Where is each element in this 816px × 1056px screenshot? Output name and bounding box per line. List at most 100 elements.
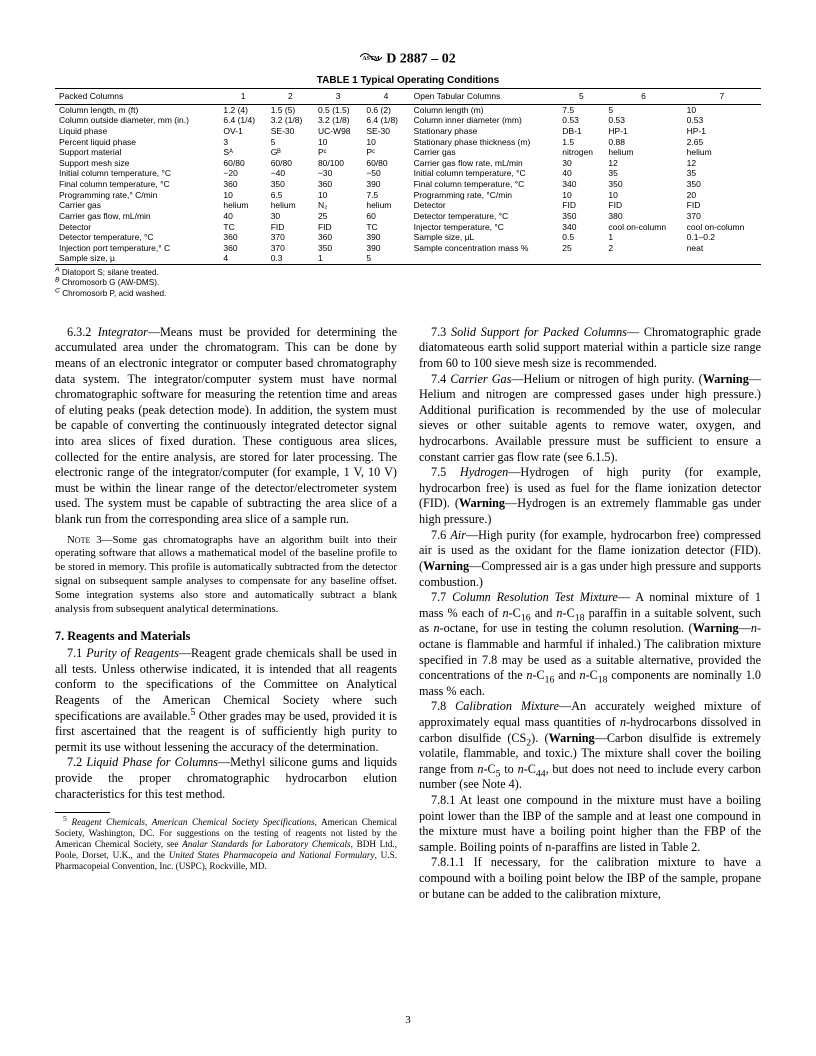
table-cell: FID <box>314 222 362 233</box>
table-row-label: Liquid phase <box>55 126 219 137</box>
page-number: 3 <box>0 1014 816 1026</box>
table-footnotes: A Diatoport S; silane treated. B Chromos… <box>55 268 761 299</box>
table-cell: 60/80 <box>267 158 314 169</box>
table-cell: 40 <box>219 211 266 222</box>
table-row-label: Detector <box>410 200 559 211</box>
table-cell: 390 <box>362 232 409 243</box>
table-cell: 10 <box>314 137 362 148</box>
table-cell: 350 <box>604 179 682 190</box>
col-4: 4 <box>362 89 409 105</box>
table-cell: 340 <box>558 222 604 233</box>
table-row-label: Sample size, µ <box>55 253 219 264</box>
table-cell: 6.4 (1/4) <box>219 115 266 126</box>
table-cell: 80/100 <box>314 158 362 169</box>
table-cell: 0.53 <box>558 115 604 126</box>
table-row-label: Column length (m) <box>410 104 559 115</box>
table-cell: 390 <box>362 179 409 190</box>
table-cell: 0.5 <box>558 232 604 243</box>
table-row-label: Support mesh size <box>55 158 219 169</box>
table-row-label: Support material <box>55 147 219 158</box>
table-cell: Pᶜ <box>362 147 409 158</box>
table-cell: 370 <box>683 211 761 222</box>
table-cell: 360 <box>314 179 362 190</box>
table-cell: 40 <box>558 168 604 179</box>
table-cell: 380 <box>604 211 682 222</box>
table-cell: OV-1 <box>219 126 266 137</box>
table-cell: 12 <box>683 158 761 169</box>
footnote-c: C Chromosorb P, acid washed. <box>55 289 761 299</box>
p-7-3: 7.3 Solid Support for Packed Columns— Ch… <box>419 325 761 372</box>
p-7-8-1: 7.8.1 At least one compound in the mixtu… <box>419 793 761 855</box>
table-cell: neat <box>683 243 761 254</box>
footnote-5: 5 Reagent Chemicals, American Chemical S… <box>55 817 397 872</box>
table-row-label: Detector temperature, °C <box>55 232 219 243</box>
table-cell: TC <box>362 222 409 233</box>
table-cell: FID <box>604 200 682 211</box>
table-cell: 360 <box>314 232 362 243</box>
table-row-label: Sample concentration mass % <box>410 243 559 254</box>
table-cell: 3.2 (1/8) <box>267 115 314 126</box>
table-cell: 30 <box>267 211 314 222</box>
table-cell: N₂ <box>314 200 362 211</box>
table-cell <box>683 253 761 264</box>
table-cell: 390 <box>362 243 409 254</box>
table-cell: FID <box>558 200 604 211</box>
body-text: 6.3.2 Integrator—Means must be provided … <box>55 325 761 903</box>
p-7-7: 7.7 Column Resolution Test Mixture— A no… <box>419 590 761 699</box>
col-3: 3 <box>314 89 362 105</box>
operating-conditions-table: Packed Columns 1 2 3 4 Open Tabular Colu… <box>55 88 761 265</box>
table-cell: 6.5 <box>267 190 314 201</box>
col-1: 1 <box>219 89 266 105</box>
table-cell: 25 <box>314 211 362 222</box>
p-7-2: 7.2 Liquid Phase for Columns—Methyl sili… <box>55 755 397 802</box>
table-cell: 350 <box>558 211 604 222</box>
col-6: 6 <box>604 89 682 105</box>
table-row-label: Column inner diameter (mm) <box>410 115 559 126</box>
p-6-3-2: 6.3.2 Integrator—Means must be provided … <box>55 325 397 528</box>
table-row-label: Stationary phase <box>410 126 559 137</box>
table-cell: 10 <box>219 190 266 201</box>
table-row-label: Final column temperature, °C <box>55 179 219 190</box>
table-cell: 3.2 (1/8) <box>314 115 362 126</box>
doc-designation: D 2887 – 02 <box>386 52 456 67</box>
table-cell: −40 <box>267 168 314 179</box>
table-row-label: Injector temperature, °C <box>410 222 559 233</box>
table-cell: 340 <box>558 179 604 190</box>
table-cell: 30 <box>558 158 604 169</box>
table-row-label: Stationary phase thickness (m) <box>410 137 559 148</box>
table-row-label: Programming rate,° C/min <box>55 190 219 201</box>
footnote-rule <box>55 812 110 813</box>
table-cell: FID <box>267 222 314 233</box>
p-7-8: 7.8 Calibration Mixture—An accurately we… <box>419 699 761 793</box>
table-cell: 60/80 <box>219 158 266 169</box>
table-cell: nitrogen <box>558 147 604 158</box>
table-row-label: Sample size, µL <box>410 232 559 243</box>
table-cell: 350 <box>683 179 761 190</box>
table-cell: TC <box>219 222 266 233</box>
col-7: 7 <box>683 89 761 105</box>
table-row-label: Programming rate, °C/min <box>410 190 559 201</box>
table-cell: 0.6 (2) <box>362 104 409 115</box>
table-cell: SE-30 <box>267 126 314 137</box>
table-cell: 360 <box>219 179 266 190</box>
doc-header: ASTM D 2887 – 02 <box>55 50 761 69</box>
p-7-4: 7.4 Carrier Gas—Helium or nitrogen of hi… <box>419 372 761 466</box>
col-5: 5 <box>558 89 604 105</box>
table-cell: 60 <box>362 211 409 222</box>
table-cell: 10 <box>362 137 409 148</box>
table-cell: Pᶜ <box>314 147 362 158</box>
table-cell: 0.88 <box>604 137 682 148</box>
table-cell: 1.5 (5) <box>267 104 314 115</box>
table-cell: helium <box>219 200 266 211</box>
packed-cols-head: Packed Columns <box>55 89 219 105</box>
table-cell: 0.53 <box>604 115 682 126</box>
table-cell: 35 <box>683 168 761 179</box>
table-cell: DB-1 <box>558 126 604 137</box>
table-cell: cool on-column <box>604 222 682 233</box>
table-cell: 0.53 <box>683 115 761 126</box>
table-row-label: Carrier gas flow rate, mL/min <box>410 158 559 169</box>
table-cell: 0.5 (1.5) <box>314 104 362 115</box>
table-cell: 1 <box>314 253 362 264</box>
table-row-label: Initial column temperature, °C <box>55 168 219 179</box>
table-cell: 2 <box>604 243 682 254</box>
